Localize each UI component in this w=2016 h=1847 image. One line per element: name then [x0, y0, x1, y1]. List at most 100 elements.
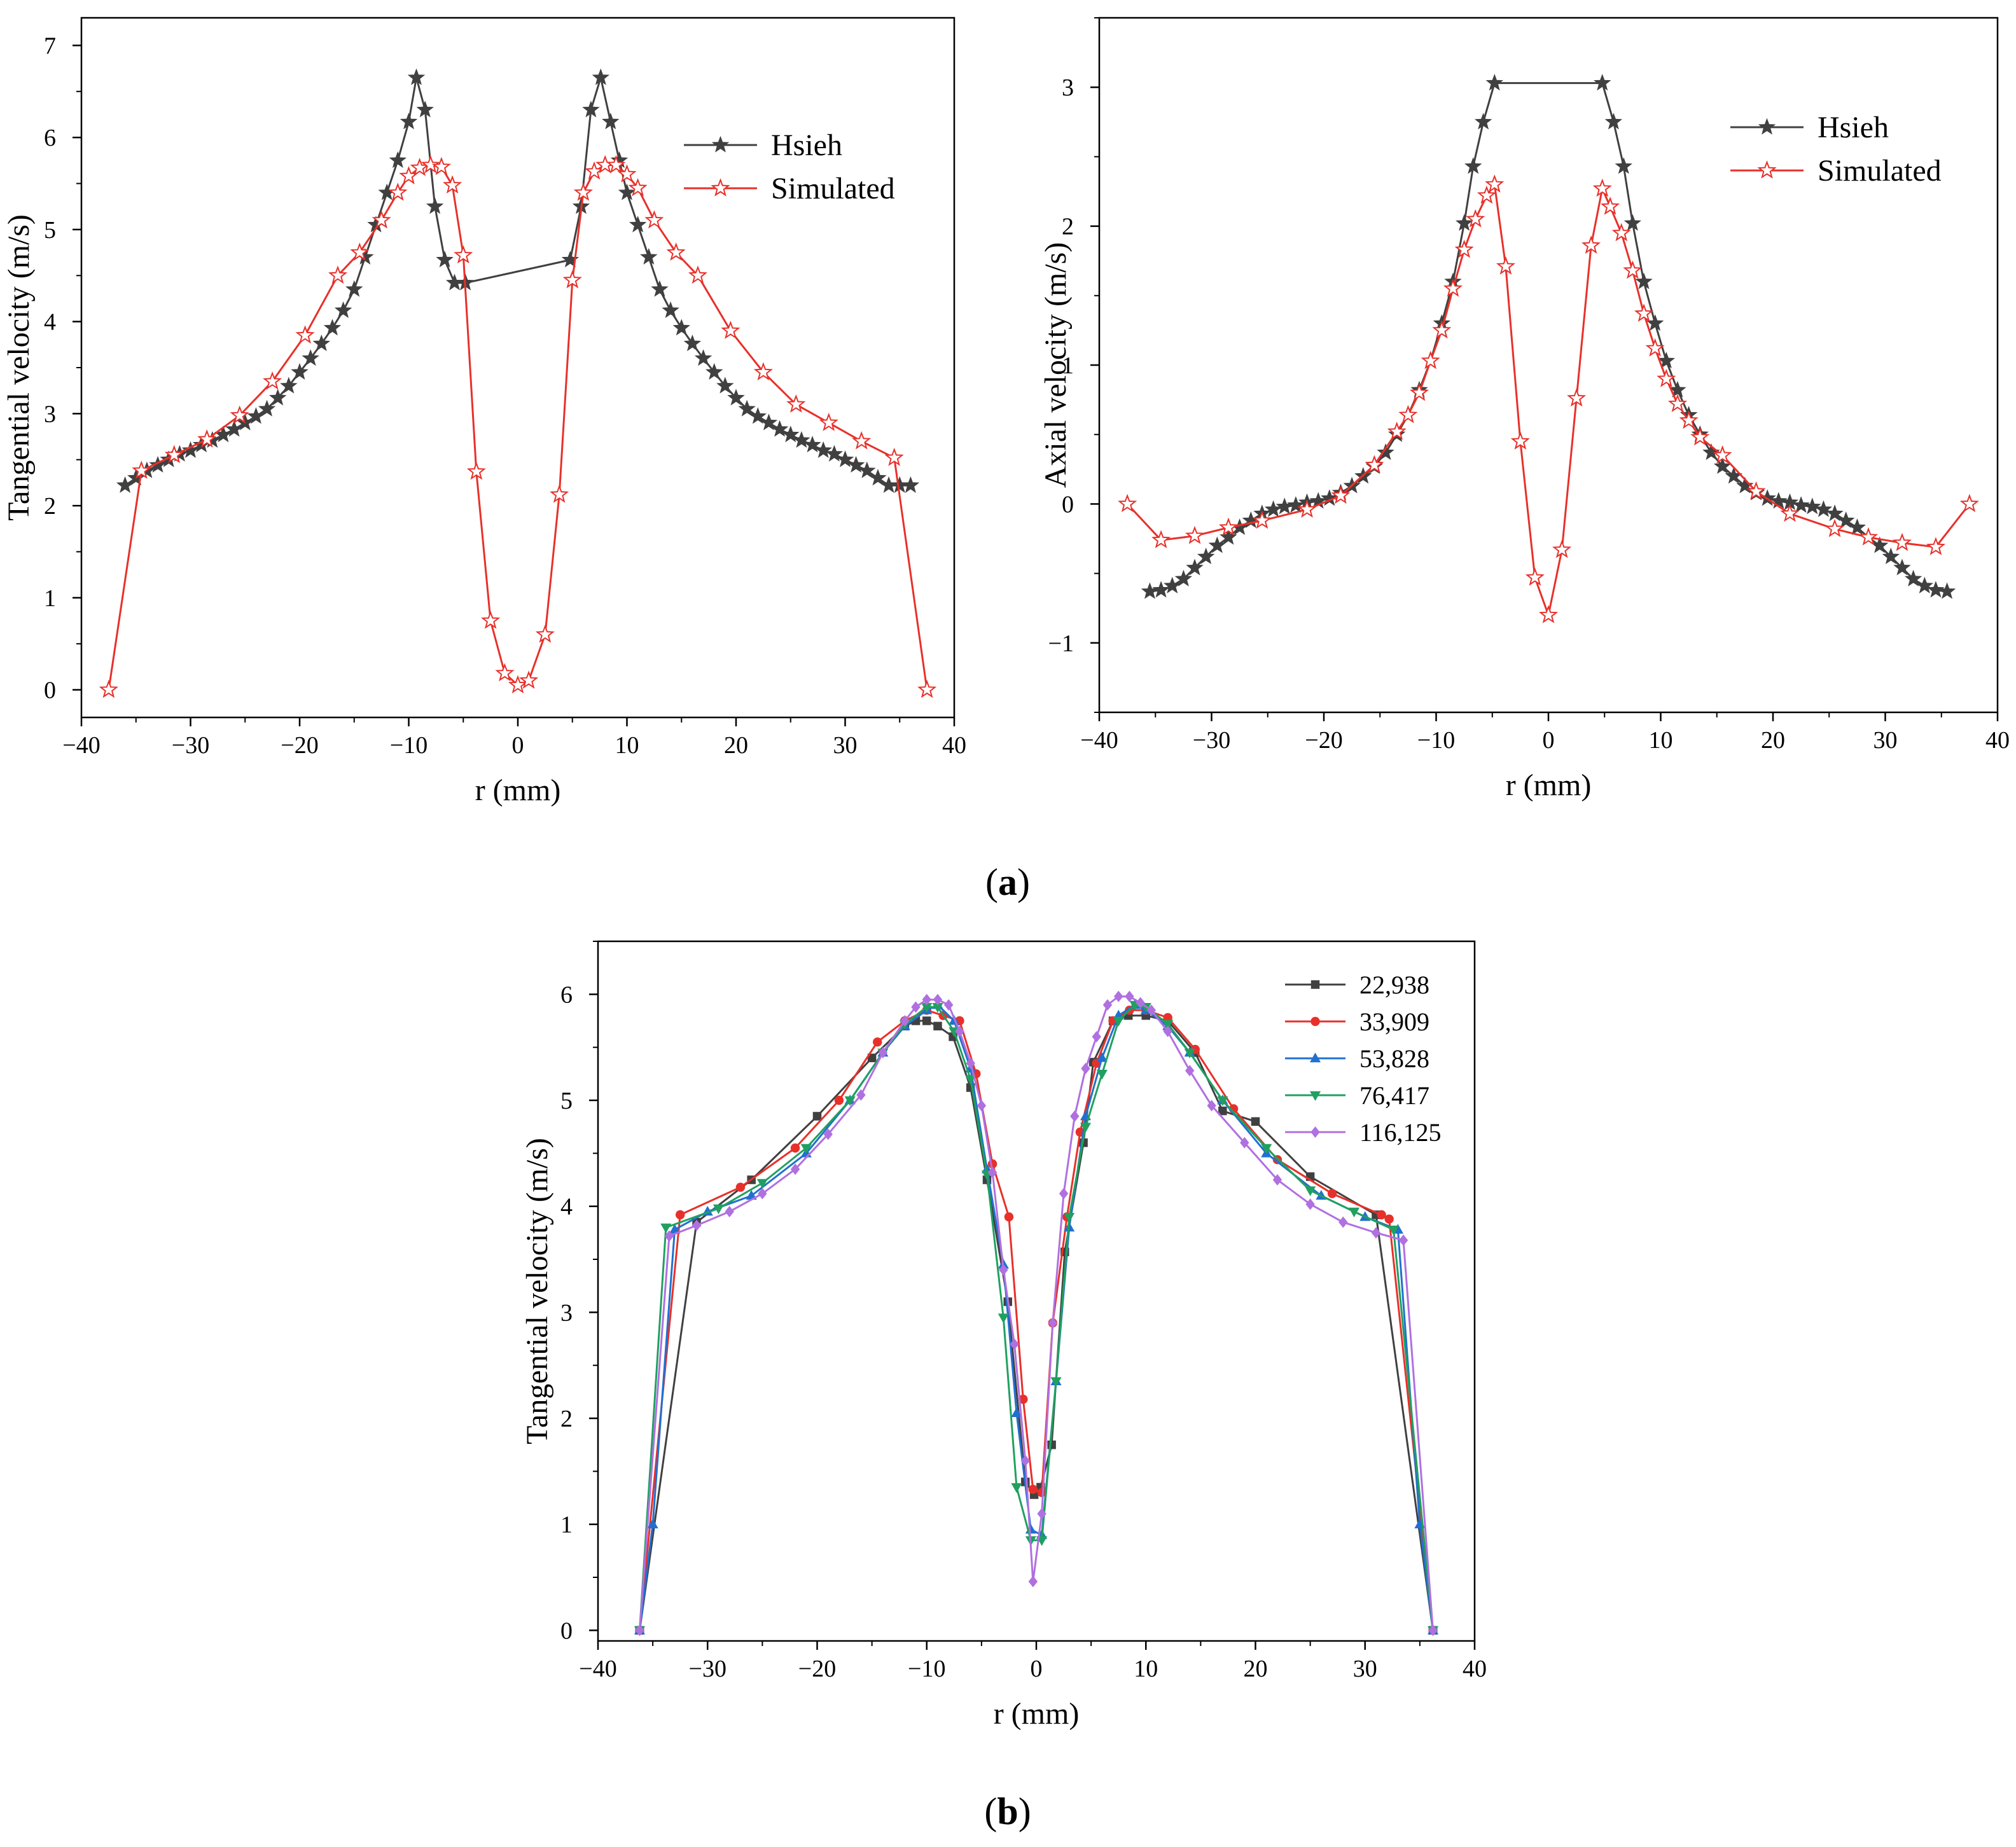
chart-b-mesh-independence: −40 −30 −20 −10 0 10 20 30 40 0 1 2 3 4 5 6 r (mm) Tangen… [520, 940, 1487, 1731]
data-point [651, 280, 669, 297]
data-point [944, 999, 954, 1011]
data-point [1525, 567, 1545, 586]
data-point [664, 1230, 674, 1242]
y-tick-label: 3 [560, 1299, 573, 1326]
data-point [1387, 1226, 1400, 1236]
x-tick-label: −40 [62, 732, 100, 759]
y-tick-label: 3 [44, 401, 56, 427]
data-point [1287, 496, 1305, 513]
data-point [900, 1015, 910, 1027]
y-tick-label: 1 [560, 1512, 573, 1539]
data-point [1185, 1065, 1195, 1077]
y-tick-label: 1 [44, 585, 56, 612]
chart-a-tangential-velocity: −40 −30 −20 −10 0 10 20 30 40 0 1 2 3 4 5 6 7 r (mm) Tange… [2, 17, 966, 807]
data-point [1096, 1070, 1108, 1080]
data-point [749, 407, 767, 424]
legend-label: Simulated [1818, 154, 1942, 188]
data-point [1635, 272, 1653, 289]
legend-label: 116,125 [1359, 1118, 1442, 1147]
y-tick-label: 2 [1062, 214, 1074, 240]
data-point [1251, 1117, 1260, 1126]
x-tick-label: −10 [1417, 727, 1455, 754]
data-point [1848, 518, 1867, 536]
data-point [867, 1053, 877, 1063]
y-tick-label: 2 [44, 493, 56, 520]
data-point [1892, 532, 1912, 551]
data-point [1305, 1186, 1316, 1196]
data-point [1163, 1013, 1172, 1023]
y-tick-label: 4 [560, 1194, 573, 1221]
data-point [647, 1518, 658, 1528]
y-tick-label: 6 [560, 981, 573, 1008]
data-point [836, 450, 854, 467]
data-point [1623, 214, 1642, 231]
data-point [790, 1143, 800, 1153]
data-point [1096, 1052, 1108, 1062]
data-point [1713, 457, 1732, 474]
data-point [1064, 1213, 1075, 1223]
data-point [1218, 1106, 1227, 1116]
data-point [268, 389, 287, 406]
data-point [164, 445, 184, 464]
legend-entry: Simulated [684, 172, 895, 205]
data-point [1327, 1189, 1337, 1198]
data-point [312, 334, 331, 352]
x-tick-label: −10 [908, 1656, 945, 1682]
data-point [197, 429, 217, 448]
data-point [692, 1219, 702, 1231]
x-tick-label: 20 [724, 732, 748, 759]
y-tick-label: 5 [560, 1088, 573, 1114]
data-point [1455, 214, 1473, 231]
data-point [1220, 528, 1237, 545]
legend-label: 76,417 [1359, 1081, 1429, 1110]
data-point [1634, 303, 1654, 322]
data-point [1197, 547, 1215, 565]
data-point [933, 1021, 942, 1031]
data-point [1011, 1407, 1022, 1417]
data-point [1428, 1624, 1438, 1636]
data-point [933, 993, 943, 1006]
data-point [1272, 1174, 1283, 1186]
data-point [735, 1182, 746, 1192]
y-axis-label: Tangential velocity (m/s) [520, 1138, 554, 1444]
data-point [1218, 517, 1238, 536]
data-point [584, 161, 604, 180]
x-tick-label: 10 [1134, 1656, 1158, 1682]
data-point [562, 270, 582, 289]
data-point [1679, 410, 1699, 429]
data-point [617, 164, 637, 183]
data-point [977, 1100, 987, 1112]
data-point [823, 1128, 833, 1140]
data-point [1882, 547, 1900, 565]
data-point [675, 1210, 685, 1220]
data-point [436, 251, 454, 268]
data-point [721, 321, 740, 339]
data-point [793, 431, 810, 448]
data-point [99, 679, 118, 698]
data-point [1028, 1575, 1038, 1588]
data-point [1474, 113, 1492, 130]
data-point [1240, 1137, 1249, 1149]
data-point [1736, 476, 1754, 494]
data-point [884, 447, 904, 466]
data-point [1814, 500, 1833, 517]
data-point [1826, 504, 1844, 522]
plot-frame [80, 17, 956, 719]
data-point [800, 1144, 812, 1154]
data-point [1646, 314, 1664, 331]
data-point [1004, 1212, 1014, 1222]
data-point [181, 441, 200, 458]
data-point [669, 1224, 681, 1234]
data-point [1163, 1025, 1172, 1037]
legend-label: Hsieh [1818, 111, 1889, 144]
data-point [1162, 1020, 1174, 1030]
data-point [1657, 368, 1676, 387]
data-point [819, 412, 838, 431]
data-point [602, 113, 620, 130]
data-point [666, 242, 686, 261]
data-point [1645, 338, 1665, 357]
x-tick-label: −40 [579, 1656, 616, 1682]
data-point [1037, 1508, 1046, 1519]
legend-label: Simulated [771, 172, 895, 205]
